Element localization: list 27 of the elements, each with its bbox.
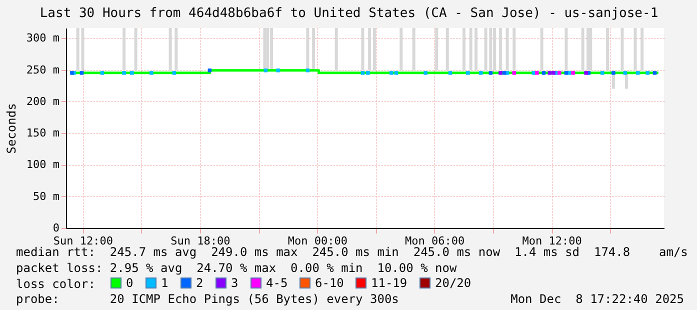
x-tick-label: Mon 06:00 bbox=[405, 234, 465, 248]
legend-label: 4-5 bbox=[266, 276, 288, 290]
x-tick-label: Sun 12:00 bbox=[53, 234, 114, 248]
y-tick-label: 100 m bbox=[26, 158, 60, 172]
y-tick-label: 0 bbox=[52, 222, 60, 234]
text: Mon Dec 8 17:22:40 2025 bbox=[510, 292, 684, 306]
x-tick-label: Mon 00:00 bbox=[288, 234, 348, 248]
legend-title: loss color: bbox=[16, 277, 96, 291]
legend-label: 3 bbox=[231, 276, 238, 290]
x-tick-label: Mon 12:00 bbox=[522, 234, 582, 248]
y-tick-label: 250 m bbox=[26, 63, 60, 76]
y-axis-title: Seconds bbox=[4, 103, 18, 154]
text: median rtt: 245.7 ms avg 249.0 ms max 245.0 ms min 245.0 ms now 1.4 ms sd 174.8 am/s bbox=[16, 245, 688, 259]
chart-title: Last 30 Hours from 464d48b6ba6f to United States (CA - San Jose) - us-sanjose-1 bbox=[40, 6, 658, 21]
y-tick-label: 300 m bbox=[26, 32, 60, 45]
y-tick-label: 50 m bbox=[33, 190, 60, 203]
legend-label: 6-10 bbox=[315, 276, 344, 290]
x-tick-label: Sun 18:00 bbox=[170, 234, 230, 248]
text: packet loss: 2.95 % avg 24.70 % max 0.00 % min 10.00 % now bbox=[16, 261, 458, 275]
legend-label: 2 bbox=[196, 276, 204, 290]
legend-label: 20/20 bbox=[435, 276, 472, 290]
legend-label: 0 bbox=[126, 276, 134, 290]
legend-label: 1 bbox=[161, 276, 168, 290]
y-tick-label: 150 m bbox=[26, 126, 60, 140]
legend-label: 11-19 bbox=[371, 276, 408, 290]
text: probe: 20 ICMP Echo Pings (56 Bytes) every 300s bbox=[16, 292, 399, 306]
y-tick-label: 200 m bbox=[26, 94, 60, 108]
